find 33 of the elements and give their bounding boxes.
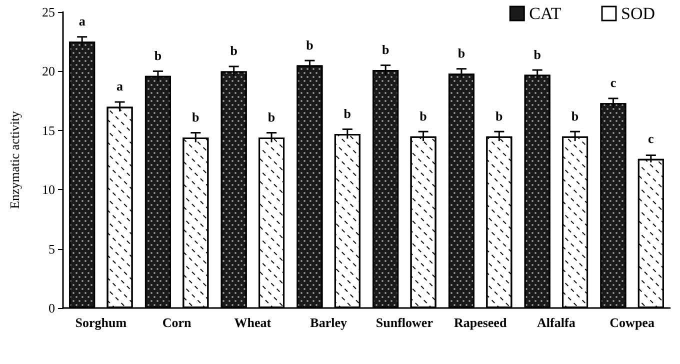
x-tick-label: Sunflower bbox=[376, 315, 434, 330]
data-label: b bbox=[382, 42, 390, 58]
data-label: b bbox=[458, 46, 466, 61]
x-tick-label: Barley bbox=[310, 315, 348, 330]
data-label: b bbox=[306, 37, 314, 52]
y-tick-label: 10 bbox=[42, 182, 55, 198]
data-label: b bbox=[192, 110, 200, 125]
x-tick-label: Corn bbox=[162, 315, 192, 330]
data-label: c bbox=[648, 130, 654, 146]
data-label: b bbox=[344, 106, 352, 121]
data-label: b bbox=[230, 43, 238, 58]
y-tick-label: 15 bbox=[42, 122, 55, 138]
y-tick-label: 0 bbox=[48, 300, 55, 316]
data-label: b bbox=[534, 46, 541, 62]
y-axis-title: Enzymatic activity bbox=[7, 110, 22, 209]
x-tick-label: Wheat bbox=[234, 315, 272, 330]
y-tick-label: 25 bbox=[42, 4, 55, 20]
data-label: a bbox=[116, 78, 124, 94]
data-label: b bbox=[268, 110, 276, 125]
x-tick-label: Sorghum bbox=[75, 315, 127, 330]
data-label: a bbox=[78, 14, 86, 29]
data-label: b bbox=[420, 108, 427, 124]
x-tick-label: Cowpea bbox=[610, 315, 655, 330]
legend-label: CAT bbox=[529, 4, 562, 23]
data-label: b bbox=[571, 108, 579, 124]
y-tick-label: 20 bbox=[42, 64, 55, 79]
legend-label: SOD bbox=[620, 4, 656, 23]
data-label: b bbox=[496, 108, 503, 124]
x-tick-label: Alfalfa bbox=[537, 315, 576, 330]
x-tick-label: Rapeseed bbox=[454, 315, 508, 330]
data-label: c bbox=[610, 75, 616, 90]
data-label: b bbox=[154, 48, 162, 63]
y-tick-label: 5 bbox=[48, 241, 55, 256]
